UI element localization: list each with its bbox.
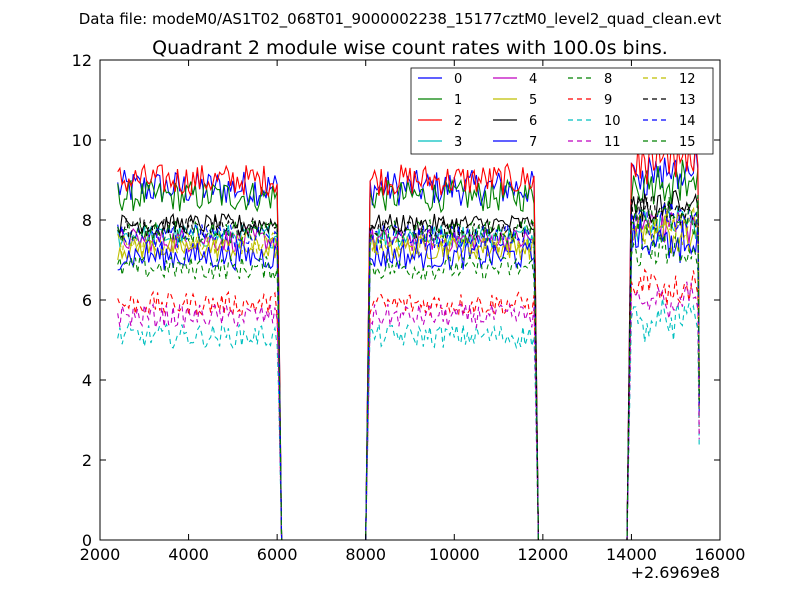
y-tick-label: 0 xyxy=(82,531,92,550)
legend-label-7: 7 xyxy=(529,135,537,150)
series-line-10 xyxy=(117,298,700,541)
x-tick-label: 6000 xyxy=(257,545,298,564)
x-tick-label: 12000 xyxy=(517,545,568,564)
legend-label-12: 12 xyxy=(679,72,696,87)
y-tick-label: 6 xyxy=(82,291,92,310)
legend-label-15: 15 xyxy=(679,135,696,150)
y-tick-label: 8 xyxy=(82,211,92,230)
x-tick-label: 10000 xyxy=(429,545,480,564)
legend-label-11: 11 xyxy=(604,135,621,150)
series-line-11 xyxy=(117,281,700,541)
legend-label-10: 10 xyxy=(604,114,621,129)
legend-label-6: 6 xyxy=(529,114,537,129)
legend-box xyxy=(410,67,714,155)
series-line-7 xyxy=(117,216,700,541)
x-tick-label: 8000 xyxy=(345,545,386,564)
legend-label-2: 2 xyxy=(454,114,462,129)
x-axis: 2000 4000 6000 8000 10000 12000 14000 16000 xyxy=(80,60,746,564)
x-axis-offset-label: +2.6969e8 xyxy=(631,563,720,582)
plot-lines xyxy=(117,137,700,541)
y-tick-label: 4 xyxy=(82,371,92,390)
x-tick-label: 14000 xyxy=(606,545,657,564)
series-line-4 xyxy=(117,211,700,541)
legend-label-8: 8 xyxy=(604,72,612,87)
series-line-1 xyxy=(117,159,700,541)
series-line-13 xyxy=(117,193,700,541)
series-line-14 xyxy=(117,202,700,541)
legend-label-14: 14 xyxy=(679,114,696,129)
legend-label-9: 9 xyxy=(604,93,612,108)
chart-title: Quadrant 2 module wise count rates with … xyxy=(152,37,668,59)
series-line-0 xyxy=(117,146,700,541)
x-tick-label: 2000 xyxy=(80,545,121,564)
legend-label-5: 5 xyxy=(529,93,537,108)
series-line-5 xyxy=(117,213,700,541)
legend-label-3: 3 xyxy=(454,135,462,150)
series-line-9 xyxy=(117,268,700,541)
legend-label-1: 1 xyxy=(454,93,462,108)
y-tick-label: 2 xyxy=(82,451,92,470)
legend-label-13: 13 xyxy=(679,93,696,108)
series-line-15 xyxy=(117,194,700,541)
figure-suptitle: Data file: modeM0/AS1T02_068T01_90000022… xyxy=(79,10,722,29)
y-tick-label: 10 xyxy=(72,131,92,150)
x-tick-label: 4000 xyxy=(168,545,209,564)
x-tick-label: 16000 xyxy=(695,545,746,564)
legend-label-0: 0 xyxy=(454,72,462,87)
series-line-2 xyxy=(117,137,700,541)
legend-label-4: 4 xyxy=(529,72,537,87)
series-line-8 xyxy=(117,232,700,541)
y-tick-label: 12 xyxy=(72,51,92,70)
